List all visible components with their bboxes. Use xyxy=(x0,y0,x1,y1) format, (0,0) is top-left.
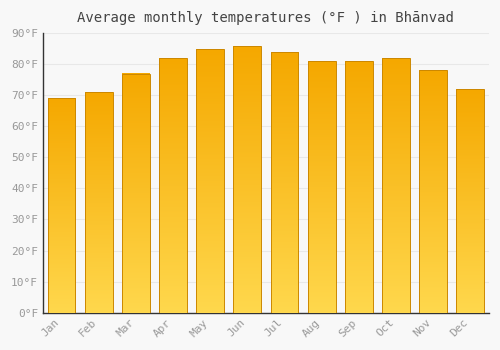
Bar xyxy=(196,49,224,313)
Bar xyxy=(48,98,76,313)
Bar xyxy=(345,61,373,313)
Bar xyxy=(382,58,410,313)
Bar xyxy=(159,58,187,313)
Bar xyxy=(85,92,112,313)
Bar xyxy=(234,46,262,313)
Bar xyxy=(270,52,298,313)
Bar xyxy=(308,61,336,313)
Title: Average monthly temperatures (°F ) in Bhānvad: Average monthly temperatures (°F ) in Bh… xyxy=(78,11,454,25)
Bar xyxy=(122,74,150,313)
Bar xyxy=(456,89,484,313)
Bar xyxy=(419,70,447,313)
